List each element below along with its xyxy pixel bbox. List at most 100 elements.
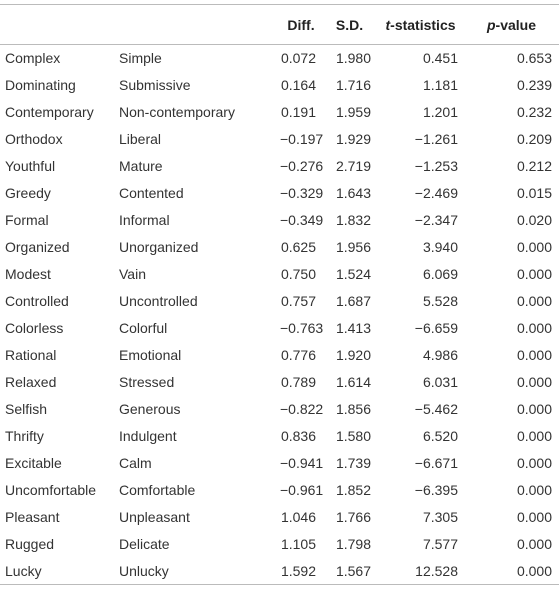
- value-cell: 1.856: [335, 401, 371, 417]
- value-cell: −0.197: [280, 131, 324, 147]
- label-cell: Youthful: [5, 158, 56, 174]
- value-cell: 1.852: [335, 482, 371, 498]
- value-cell: 0.212: [516, 158, 552, 174]
- label-cell: Uncomfortable: [5, 482, 97, 498]
- table-row: Modest Vain 0.750 1.524 6.069 0.000: [0, 261, 559, 288]
- label-cell: Controlled: [5, 293, 69, 309]
- label-cell: Generous: [119, 401, 181, 417]
- value-cell: 0.000: [516, 536, 552, 552]
- value-cell: 0.015: [516, 185, 552, 201]
- value-cell: 0.209: [516, 131, 552, 147]
- label-cell: Simple: [119, 50, 162, 67]
- value-cell: 6.031: [422, 374, 458, 390]
- value-cell: 1.046: [280, 509, 316, 525]
- value-cell: 0.000: [516, 347, 552, 363]
- label-cell: Selfish: [5, 401, 48, 417]
- value-cell: 0.776: [280, 347, 316, 363]
- label-cell: Colorful: [119, 320, 168, 336]
- label-cell: Submissive: [119, 77, 191, 93]
- value-cell: 1.980: [335, 50, 371, 67]
- label-cell: Lucky: [5, 562, 42, 579]
- label-cell: Unlucky: [119, 562, 169, 579]
- value-cell: 1.567: [335, 562, 371, 579]
- label-cell: Contemporary: [5, 104, 94, 120]
- header-cell: t-statistics: [377, 5, 464, 45]
- table-header: Diff. S.D. t-statistics p-value: [0, 4, 559, 45]
- table-row: Controlled Uncontrolled 0.757 1.687 5.528 0.0…: [0, 288, 559, 315]
- table-row: Greedy Contented −0.329 1.643 −2.469 0.015: [0, 180, 559, 207]
- table-row: Rugged Delicate 1.105 1.798 7.577 0.000: [0, 531, 559, 558]
- value-cell: 0.191: [280, 104, 316, 120]
- value-cell: 12.528: [415, 562, 458, 579]
- value-cell: 0.000: [516, 562, 552, 579]
- table-row: Orthodox Liberal −0.197 1.929 −1.261 0.209: [0, 126, 559, 153]
- label-cell: Pleasant: [5, 509, 60, 525]
- value-cell: 0.653: [516, 50, 552, 67]
- value-cell: 1.832: [335, 212, 371, 228]
- value-cell: 1.614: [335, 374, 371, 390]
- value-cell: 0.000: [516, 509, 552, 525]
- label-cell: Calm: [119, 455, 152, 471]
- header-row: Diff. S.D. t-statistics p-value: [0, 4, 559, 45]
- value-cell: 1.643: [335, 185, 371, 201]
- header-cell: p-value: [464, 5, 559, 45]
- label-cell: Unorganized: [119, 239, 199, 255]
- table-row: Rational Emotional 0.776 1.920 4.986 0.000: [0, 342, 559, 369]
- value-cell: 0.000: [516, 428, 552, 444]
- value-cell: 4.986: [422, 347, 458, 363]
- value-cell: −0.822: [280, 401, 324, 417]
- value-cell: 1.798: [335, 536, 371, 552]
- table-row: Lucky Unlucky 1.592 1.567 12.528 0.000: [0, 558, 559, 585]
- value-cell: 1.105: [280, 536, 316, 552]
- value-cell: −6.659: [414, 320, 458, 336]
- label-cell: Organized: [5, 239, 70, 255]
- value-cell: 6.520: [422, 428, 458, 444]
- label-cell: Uncontrolled: [119, 293, 198, 309]
- table-row: Formal Informal −0.349 1.832 −2.347 0.020: [0, 207, 559, 234]
- value-cell: 1.524: [335, 266, 371, 282]
- value-cell: 0.239: [516, 77, 552, 93]
- value-cell: 1.929: [335, 131, 371, 147]
- table-row: Pleasant Unpleasant 1.046 1.766 7.305 0.000: [0, 504, 559, 531]
- value-cell: −1.253: [414, 158, 458, 174]
- table-body: Complex Simple 0.072 1.980 0.451 0.653 Dominat…: [0, 45, 559, 585]
- results-table: Diff. S.D. t-statistics p-value Complex S…: [0, 4, 559, 585]
- label-cell: Contented: [119, 185, 184, 201]
- label-cell: Rational: [5, 347, 57, 363]
- value-cell: 0.000: [516, 374, 552, 390]
- header-text: -statistics: [390, 16, 456, 33]
- label-cell: Comfortable: [119, 482, 196, 498]
- value-cell: 0.020: [516, 212, 552, 228]
- value-cell: 0.836: [280, 428, 316, 444]
- table-row: Relaxed Stressed 0.789 1.614 6.031 0.000: [0, 369, 559, 396]
- value-cell: −5.462: [414, 401, 458, 417]
- value-cell: 1.739: [335, 455, 371, 471]
- label-cell: Unpleasant: [119, 509, 190, 525]
- value-cell: 0.000: [516, 482, 552, 498]
- label-cell: Formal: [5, 212, 49, 228]
- value-cell: 0.789: [280, 374, 316, 390]
- value-cell: −0.329: [280, 185, 324, 201]
- label-cell: Dominating: [5, 77, 76, 93]
- value-cell: 0.451: [422, 50, 458, 67]
- value-cell: −6.395: [414, 482, 458, 498]
- table-row: Youthful Mature −0.276 2.719 −1.253 0.212: [0, 153, 559, 180]
- header-italic: t: [385, 16, 391, 33]
- value-cell: 2.719: [335, 158, 371, 174]
- value-cell: 0.757: [280, 293, 316, 309]
- label-cell: Stressed: [119, 374, 175, 390]
- label-cell: Informal: [119, 212, 170, 228]
- value-cell: 0.072: [280, 50, 316, 67]
- label-cell: Vain: [119, 266, 146, 282]
- label-cell: Non-contemporary: [119, 104, 235, 120]
- table-row: Uncomfortable Comfortable −0.961 1.852 −6.39…: [0, 477, 559, 504]
- table-row: Complex Simple 0.072 1.980 0.451 0.653: [0, 45, 559, 72]
- value-cell: 0.625: [280, 239, 316, 255]
- label-cell: Modest: [5, 266, 51, 282]
- value-cell: 7.577: [422, 536, 458, 552]
- value-cell: −6.671: [414, 455, 458, 471]
- table-row: Colorless Colorful −0.763 1.413 −6.659 0.000: [0, 315, 559, 342]
- page: Diff. S.D. t-statistics p-value Complex S…: [0, 4, 559, 599]
- blank-header: [117, 5, 280, 45]
- blank-header: [0, 5, 117, 45]
